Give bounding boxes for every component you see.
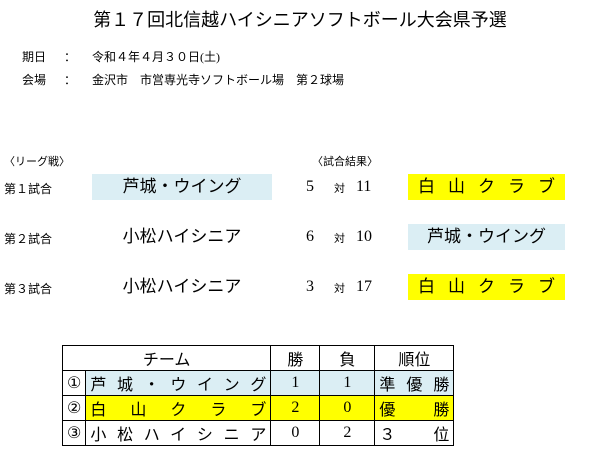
team-b: 白山クラブ — [408, 174, 565, 200]
score-a: 6 — [306, 228, 314, 245]
team-b: 芦城・ウイング — [408, 224, 565, 250]
header-cell: チーム — [61, 345, 272, 371]
table-cell: 0 — [270, 420, 321, 446]
score-b: 10 — [356, 228, 372, 245]
table-cell: ③ — [61, 420, 87, 446]
info-colon: ： — [64, 73, 77, 87]
standings-table: チーム勝負順位 ① 芦城・ウイング 1 1 準優勝 ② 白山クラブ 2 0 優勝 ③ 小松ハイシニア 0… — [61, 345, 455, 446]
score-a: 5 — [306, 178, 314, 195]
table-cell: 芦城・ウイング — [85, 370, 272, 396]
vs: 対 — [334, 183, 345, 195]
table-cell: 白山クラブ — [85, 395, 272, 421]
table-row: ③ 小松ハイシニア 0 2 ３位 — [61, 420, 455, 446]
table-cell: 2 — [319, 420, 376, 446]
table-cell: 優勝 — [374, 395, 455, 421]
results-label: 〈試合結果〉 — [312, 156, 378, 168]
table-cell: 準優勝 — [374, 370, 455, 396]
info-label: 会場 — [22, 73, 47, 87]
league-label: 〈リーグ戦〉 — [4, 156, 70, 168]
table-cell: ３位 — [374, 420, 455, 446]
table-cell: 1 — [319, 370, 376, 396]
table-cell: ② — [61, 395, 87, 421]
game-label: 第３試合 — [4, 282, 53, 296]
vs: 対 — [334, 283, 345, 295]
header-cell: 勝 — [270, 345, 321, 371]
score-b: 11 — [356, 178, 372, 195]
info-value: 令和４年４月３０日(土) — [92, 50, 220, 64]
info-value: 金沢市 市営専光寺ソフトボール場 第２球場 — [92, 73, 345, 87]
team-a: 小松ハイシニア — [122, 277, 242, 296]
game-label: 第２試合 — [4, 232, 53, 246]
header-cell: 順位 — [374, 345, 455, 371]
score-a: 3 — [306, 278, 314, 295]
team-a: 小松ハイシニア — [122, 227, 242, 246]
info-label: 期日 — [22, 50, 47, 64]
table-cell: ① — [61, 370, 87, 396]
header-cell: 負 — [319, 345, 376, 371]
score-b: 17 — [356, 278, 372, 295]
table-cell: 0 — [319, 395, 376, 421]
table-cell: 小松ハイシニア — [85, 420, 272, 446]
info-colon: ： — [64, 50, 77, 64]
table-row: ① 芦城・ウイング 1 1 準優勝 — [61, 370, 455, 396]
vs: 対 — [334, 233, 345, 245]
table-cell: 2 — [270, 395, 321, 421]
table-row: ② 白山クラブ 2 0 優勝 — [61, 395, 455, 421]
game-label: 第１試合 — [4, 182, 53, 196]
team-a: 芦城・ウイング — [92, 174, 272, 200]
table-cell: 1 — [270, 370, 321, 396]
title: 第１７回北信越ハイシニアソフトボール大会県予選 — [93, 10, 507, 30]
team-b: 白山クラブ — [408, 274, 565, 300]
